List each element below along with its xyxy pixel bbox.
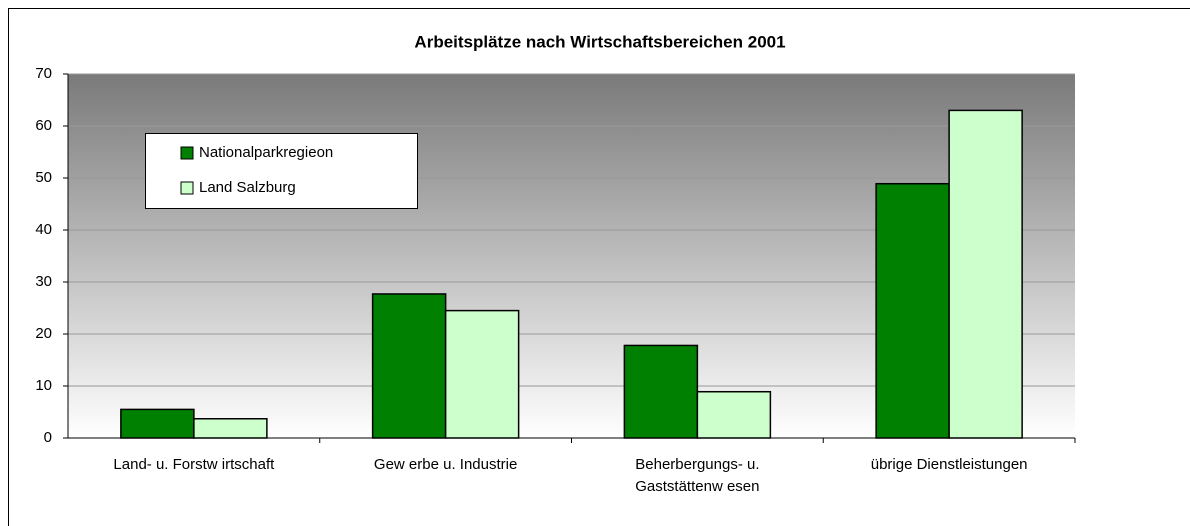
legend-swatch bbox=[180, 181, 194, 195]
bar bbox=[193, 418, 268, 439]
x-tick-label: Land- u. Forstw irtschaft bbox=[113, 456, 275, 473]
x-tick-label: übrige Dienstleistungen bbox=[870, 456, 1028, 473]
y-tick-label: 10 bbox=[35, 377, 52, 394]
bar bbox=[948, 109, 1023, 439]
bar bbox=[623, 344, 699, 439]
bar bbox=[875, 182, 950, 439]
legend-swatch bbox=[180, 146, 194, 160]
bar bbox=[696, 390, 772, 439]
y-tick-label: 70 bbox=[35, 65, 52, 82]
y-tick-label: 60 bbox=[35, 117, 52, 134]
y-tick-label: 40 bbox=[35, 221, 52, 238]
legend-label: Land Salzburg bbox=[199, 179, 296, 196]
bar bbox=[444, 309, 520, 439]
bar bbox=[120, 408, 195, 439]
y-tick-label: 50 bbox=[35, 169, 52, 186]
y-tick-label: 30 bbox=[35, 273, 52, 290]
y-tick-label: 20 bbox=[35, 325, 52, 342]
x-tick-label: Gew erbe u. Industrie bbox=[373, 456, 518, 473]
legend-label: Nationalparkregieon bbox=[199, 144, 333, 161]
bar bbox=[371, 293, 447, 439]
legend-box bbox=[145, 133, 418, 209]
x-tick-label: Beherbergungs- u. Gaststättenw esen bbox=[635, 456, 760, 495]
y-tick-label: 0 bbox=[44, 429, 52, 446]
chart-title: Arbeitsplätze nach Wirtschaftsbereichen … bbox=[414, 32, 785, 51]
